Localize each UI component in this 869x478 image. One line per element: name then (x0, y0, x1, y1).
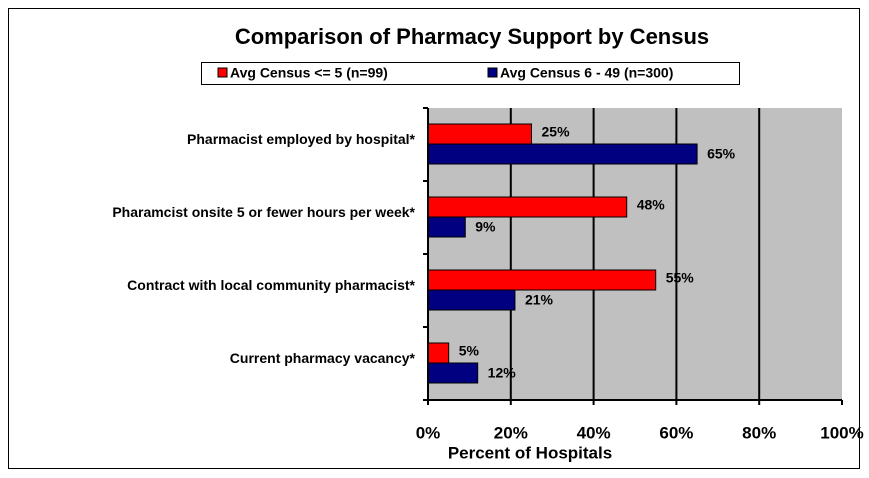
x-tick-label: 100% (820, 423, 863, 442)
legend-label: Avg Census 6 - 49 (n=300) (500, 65, 673, 81)
y-tick-text: Contract with local community pharmacist… (127, 276, 415, 293)
data-label: 12% (488, 365, 517, 381)
legend-swatch (487, 67, 498, 78)
y-tick-label: Contract with local community pharmacist… (127, 276, 415, 294)
chart-title: Comparison of Pharmacy Support by Census (235, 24, 709, 49)
x-tick-label: 0% (416, 423, 441, 442)
y-tick-label: Pharamcist onsite 5 or fewer hours per w… (112, 203, 415, 221)
data-label: 48% (637, 197, 666, 213)
data-label: 5% (459, 343, 480, 359)
x-axis-title: Percent of Hospitals (448, 443, 612, 462)
y-tick-label: Pharmacist employed by hospital* (187, 130, 415, 148)
y-tick-label: Current pharmacy vacancy* (230, 349, 415, 367)
x-tick-label: 40% (577, 423, 611, 442)
x-tick-label: 60% (659, 423, 693, 442)
y-tick-text: Current pharmacy vacancy* (229, 349, 415, 366)
data-label: 25% (542, 124, 571, 140)
bar (427, 289, 516, 311)
bar (427, 269, 657, 291)
legend-label: Avg Census <= 5 (n=99) (230, 65, 388, 81)
x-tick-label: 20% (494, 423, 528, 442)
bar (427, 143, 698, 165)
legend-box (201, 62, 740, 85)
bar (427, 216, 466, 238)
data-label: 21% (525, 292, 554, 308)
legend-swatch (217, 67, 228, 78)
data-label: 65% (707, 146, 736, 162)
data-label: 9% (475, 219, 496, 235)
x-tick-label: 80% (742, 423, 776, 442)
bar (427, 362, 479, 384)
y-tick-text: Pharamcist onsite 5 or fewer hours per w… (112, 203, 415, 220)
bar (427, 196, 628, 218)
bar (427, 342, 450, 364)
data-label: 55% (666, 270, 695, 286)
y-tick-text: Pharmacist employed by hospital* (187, 130, 415, 147)
bar (427, 123, 532, 145)
